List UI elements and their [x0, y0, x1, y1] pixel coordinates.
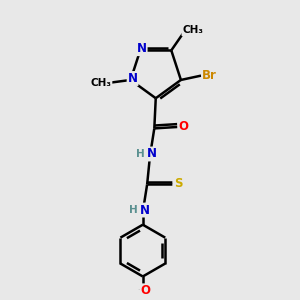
Text: H: H: [129, 205, 138, 215]
Text: CH₃: CH₃: [91, 78, 112, 88]
Text: S: S: [174, 177, 182, 190]
Text: O: O: [178, 120, 189, 133]
Text: H: H: [136, 149, 145, 159]
Text: N: N: [136, 42, 147, 55]
Text: N: N: [140, 204, 150, 217]
Text: O: O: [140, 284, 150, 297]
Text: Br: Br: [202, 69, 217, 82]
Text: CH₃: CH₃: [182, 25, 203, 35]
Text: N: N: [128, 72, 138, 85]
Text: N: N: [147, 148, 157, 160]
